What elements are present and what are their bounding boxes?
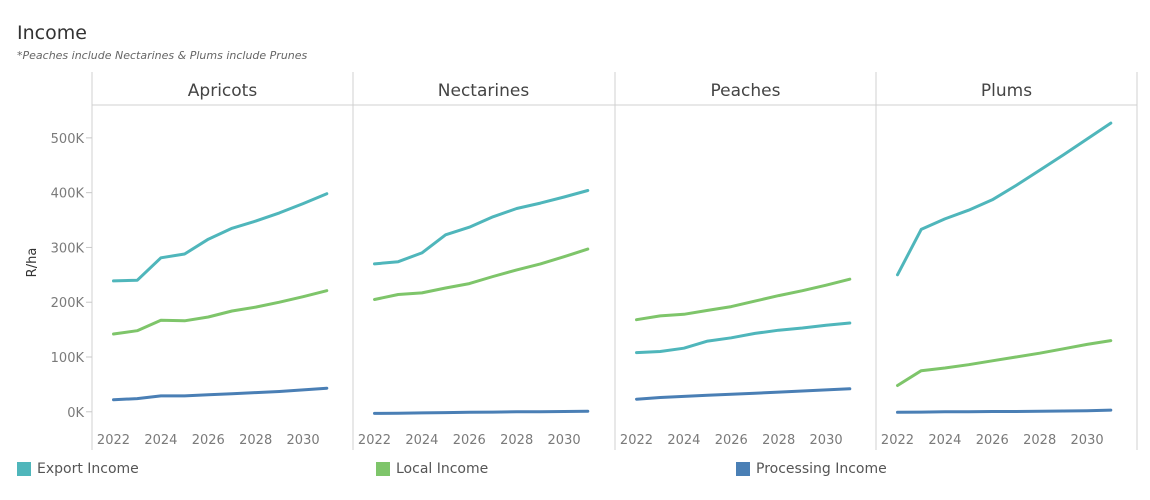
facet-header-apricots: Apricots [188,81,258,101]
legend-swatch-processing [736,462,750,476]
facet-header-peaches: Peaches [711,81,781,101]
x-tick-label: 2024 [667,433,700,448]
y-tick-label: 500K [51,132,85,147]
series-line-nectarines-export-income [373,189,590,266]
facet-header-nectarines: Nectarines [438,81,530,101]
x-tick-label: 2030 [810,433,843,448]
y-tick-label: 100K [51,351,85,366]
x-tick-label: 2028 [500,433,533,448]
x-tick-label: 2028 [1023,433,1056,448]
series-line-apricots-processing-income [112,386,329,402]
legend-label-processing: Processing Income [756,461,887,477]
y-tick-label: 400K [51,187,85,202]
x-tick-label: 2024 [928,433,961,448]
legend-item-local-income[interactable]: Local Income [376,461,488,477]
legend-swatch-local [376,462,390,476]
legend-label-local: Local Income [396,461,489,477]
x-tick-label: 2028 [239,433,272,448]
x-tick-label: 2026 [192,433,225,448]
series-line-nectarines-processing-income [373,409,590,415]
x-tick-label: 2022 [881,433,914,448]
y-tick-label: 300K [51,241,85,256]
faceted-line-chart: R/ha 0K 100K 200K 300K 400K 500K Apricots 2022 20… [25,72,1138,450]
legend-label-export: Export Income [37,461,139,477]
series-line-peaches-processing-income [635,387,852,401]
facet-header-plums: Plums [981,81,1032,101]
legend-swatch-export [17,462,31,476]
series-line-peaches-export-income [635,321,852,355]
x-tick-label: 2022 [620,433,653,448]
x-tick-label: 2030 [287,433,320,448]
y-tick-label: 200K [51,296,85,311]
x-tick-label: 2022 [97,433,130,448]
y-tick-label: 0K [67,406,84,421]
series-line-apricots-local-income [112,289,329,336]
series-line-plums-export-income [896,121,1113,277]
x-tick-label: 2024 [144,433,177,448]
x-tick-label: 2030 [1071,433,1104,448]
series-line-apricots-export-income [112,192,329,283]
chart-title: Income [17,22,87,44]
series-line-nectarines-local-income [373,247,590,301]
series-line-peaches-local-income [635,277,852,322]
x-tick-label: 2028 [762,433,795,448]
x-tick-label: 2026 [976,433,1009,448]
chart-subtitle: *Peaches include Nectarines & Plums incl… [17,49,308,62]
legend-item-processing-income[interactable]: Processing Income [736,461,887,477]
x-tick-label: 2030 [548,433,581,448]
x-tick-label: 2022 [358,433,391,448]
x-tick-label: 2026 [715,433,748,448]
x-tick-label: 2026 [453,433,486,448]
legend-item-export-income[interactable]: Export Income [17,461,139,477]
series-line-plums-local-income [896,339,1113,387]
y-axis-title: R/ha [25,248,40,278]
x-tick-label: 2024 [405,433,438,448]
series-line-plums-processing-income [896,408,1113,414]
